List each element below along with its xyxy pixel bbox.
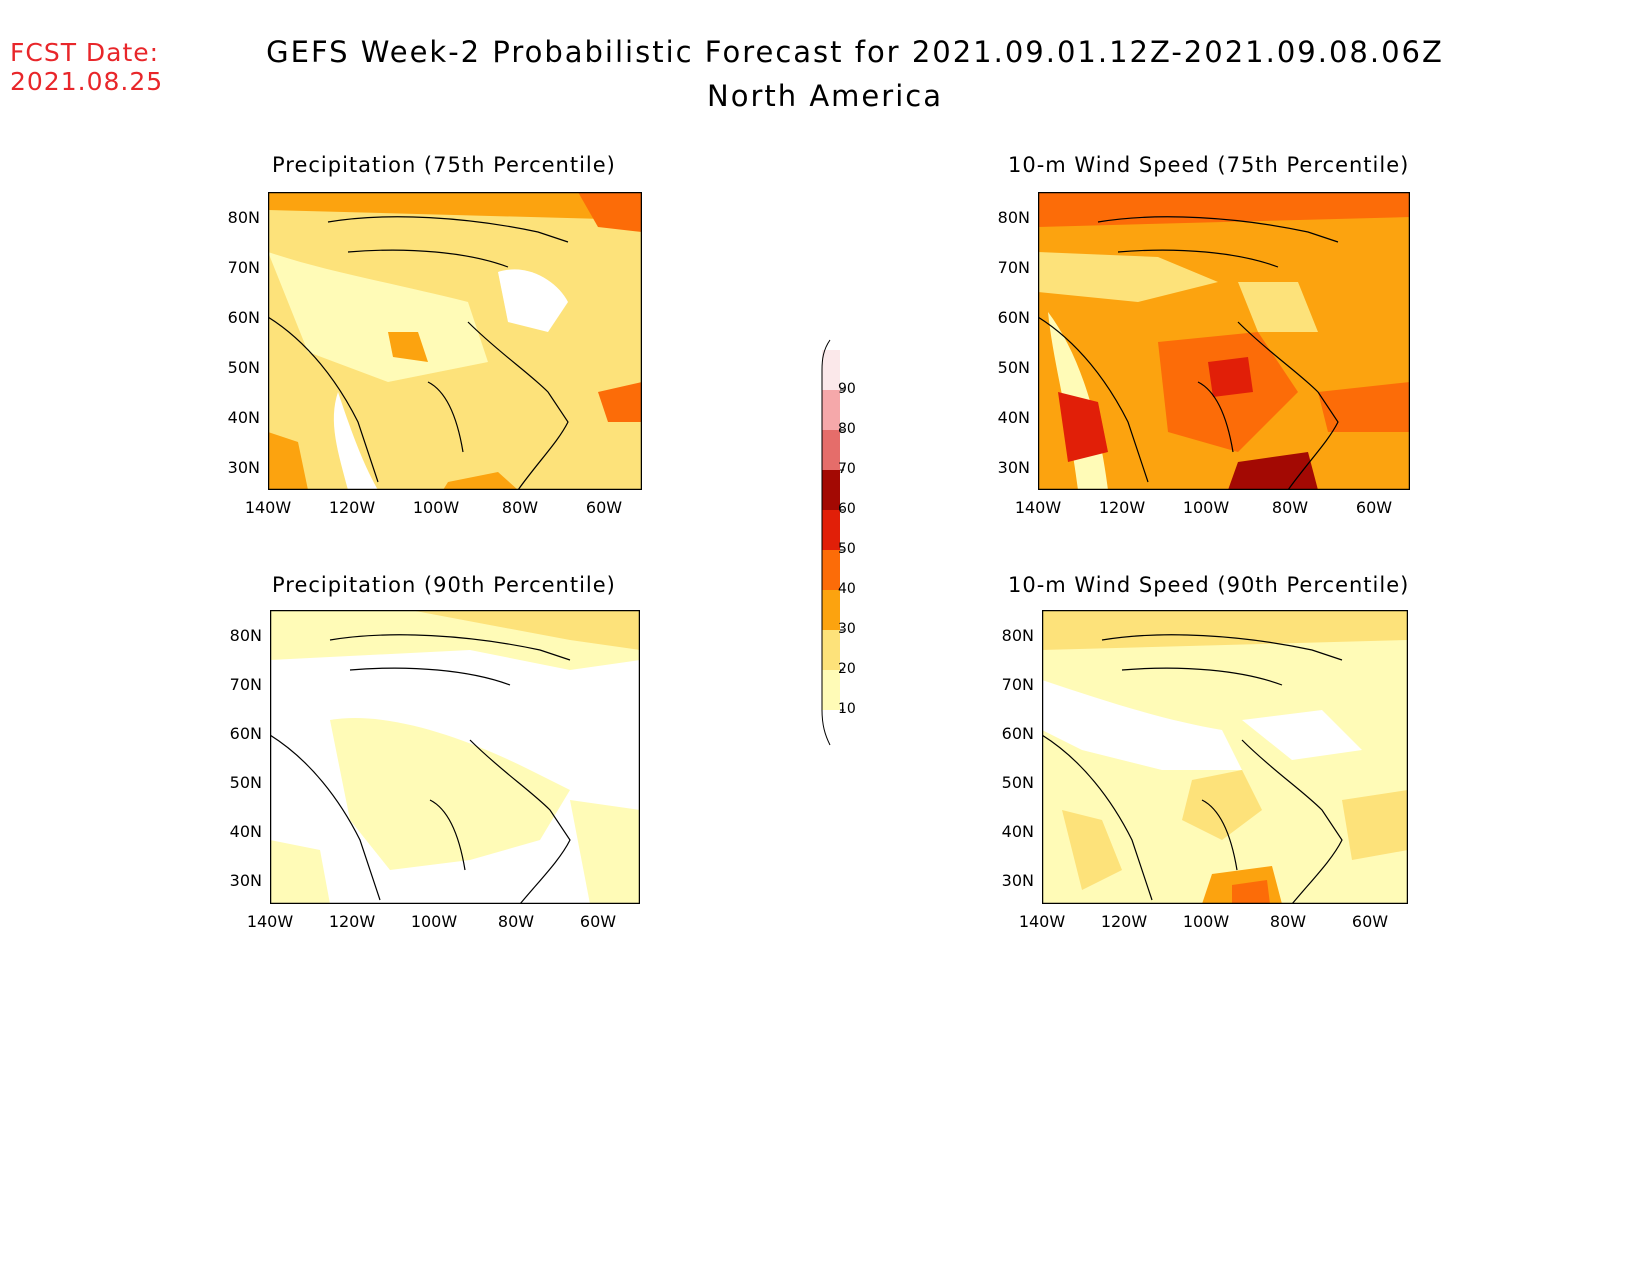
colorbar-swatch xyxy=(822,390,840,430)
lon-label: 60W xyxy=(1355,498,1393,517)
lat-label: 70N xyxy=(1001,675,1034,694)
lon-label: 80W xyxy=(1269,912,1307,931)
colorbar-label: 50 xyxy=(838,541,856,557)
panel-title-precip-75: Precipitation (75th Percentile) xyxy=(272,153,616,177)
forecast-date: FCST Date: 2021.08.25 xyxy=(10,38,163,96)
lat-label: 60N xyxy=(997,308,1030,327)
colorbar-swatch xyxy=(822,590,840,630)
lat-label: 30N xyxy=(229,871,262,890)
colorbar-label: 40 xyxy=(838,581,856,597)
panel-title-wind-90: 10-m Wind Speed (90th Percentile) xyxy=(1008,573,1410,597)
lon-label: 80W xyxy=(1271,498,1309,517)
lat-label: 40N xyxy=(227,408,260,427)
lat-label: 60N xyxy=(229,724,262,743)
colorbar-swatch xyxy=(822,510,840,550)
lat-label: 30N xyxy=(997,458,1030,477)
forecast-date-label: FCST Date: xyxy=(10,38,160,67)
lon-label: 140W xyxy=(244,498,292,517)
lon-label: 100W xyxy=(410,912,458,931)
lat-label: 50N xyxy=(1001,773,1034,792)
lon-label: 120W xyxy=(1098,498,1146,517)
lat-label: 70N xyxy=(229,675,262,694)
lon-label: 140W xyxy=(246,912,294,931)
lat-label: 30N xyxy=(1001,871,1034,890)
colorbar-label: 70 xyxy=(838,461,856,477)
colorbar-swatch xyxy=(822,430,840,470)
lat-label: 30N xyxy=(227,458,260,477)
panel-title-wind-75: 10-m Wind Speed (75th Percentile) xyxy=(1008,153,1410,177)
colorbar-label: 60 xyxy=(838,501,856,517)
page-title: GEFS Week-2 Probabilistic Forecast for 2… xyxy=(0,32,1650,116)
lat-label: 80N xyxy=(997,208,1030,227)
map-precip-90 xyxy=(270,610,640,904)
colorbar-label: 30 xyxy=(838,621,856,637)
colorbar-swatch xyxy=(822,630,840,670)
colorbar-swatch xyxy=(822,350,840,390)
map-wind-90 xyxy=(1042,610,1408,904)
colorbar-label: 80 xyxy=(838,421,856,437)
lat-label: 70N xyxy=(227,258,260,277)
title-line-1: GEFS Week-2 Probabilistic Forecast for 2… xyxy=(266,35,1444,69)
title-line-2: North America xyxy=(707,79,943,113)
map-precip-75 xyxy=(268,192,642,490)
lat-label: 40N xyxy=(229,822,262,841)
lon-label: 80W xyxy=(501,498,539,517)
lat-label: 50N xyxy=(229,773,262,792)
lat-label: 50N xyxy=(997,358,1030,377)
colorbar-swatches xyxy=(822,350,844,711)
lat-label: 40N xyxy=(997,408,1030,427)
colorbar-swatch xyxy=(822,470,840,510)
lon-label: 100W xyxy=(1182,912,1230,931)
lat-label: 60N xyxy=(1001,724,1034,743)
lon-label: 60W xyxy=(585,498,623,517)
forecast-date-value: 2021.08.25 xyxy=(10,67,164,96)
lon-label: 120W xyxy=(1100,912,1148,931)
lat-label: 80N xyxy=(1001,626,1034,645)
colorbar xyxy=(821,339,844,746)
lon-label: 140W xyxy=(1018,912,1066,931)
lat-label: 80N xyxy=(227,208,260,227)
colorbar-label: 20 xyxy=(838,661,856,677)
lat-label: 70N xyxy=(997,258,1030,277)
map-wind-75 xyxy=(1038,192,1410,490)
lon-label: 80W xyxy=(497,912,535,931)
lon-label: 100W xyxy=(412,498,460,517)
lat-label: 40N xyxy=(1001,822,1034,841)
lon-label: 100W xyxy=(1182,498,1230,517)
colorbar-swatch xyxy=(822,670,840,710)
lat-label: 60N xyxy=(227,308,260,327)
lat-label: 50N xyxy=(227,358,260,377)
colorbar-label: 90 xyxy=(838,381,856,397)
lon-label: 140W xyxy=(1014,498,1062,517)
colorbar-label: 10 xyxy=(838,701,856,717)
lon-label: 60W xyxy=(579,912,617,931)
colorbar-swatch xyxy=(822,550,840,590)
lon-label: 120W xyxy=(328,912,376,931)
panel-title-precip-90: Precipitation (90th Percentile) xyxy=(272,573,616,597)
lon-label: 120W xyxy=(328,498,376,517)
lat-label: 80N xyxy=(229,626,262,645)
lon-label: 60W xyxy=(1351,912,1389,931)
